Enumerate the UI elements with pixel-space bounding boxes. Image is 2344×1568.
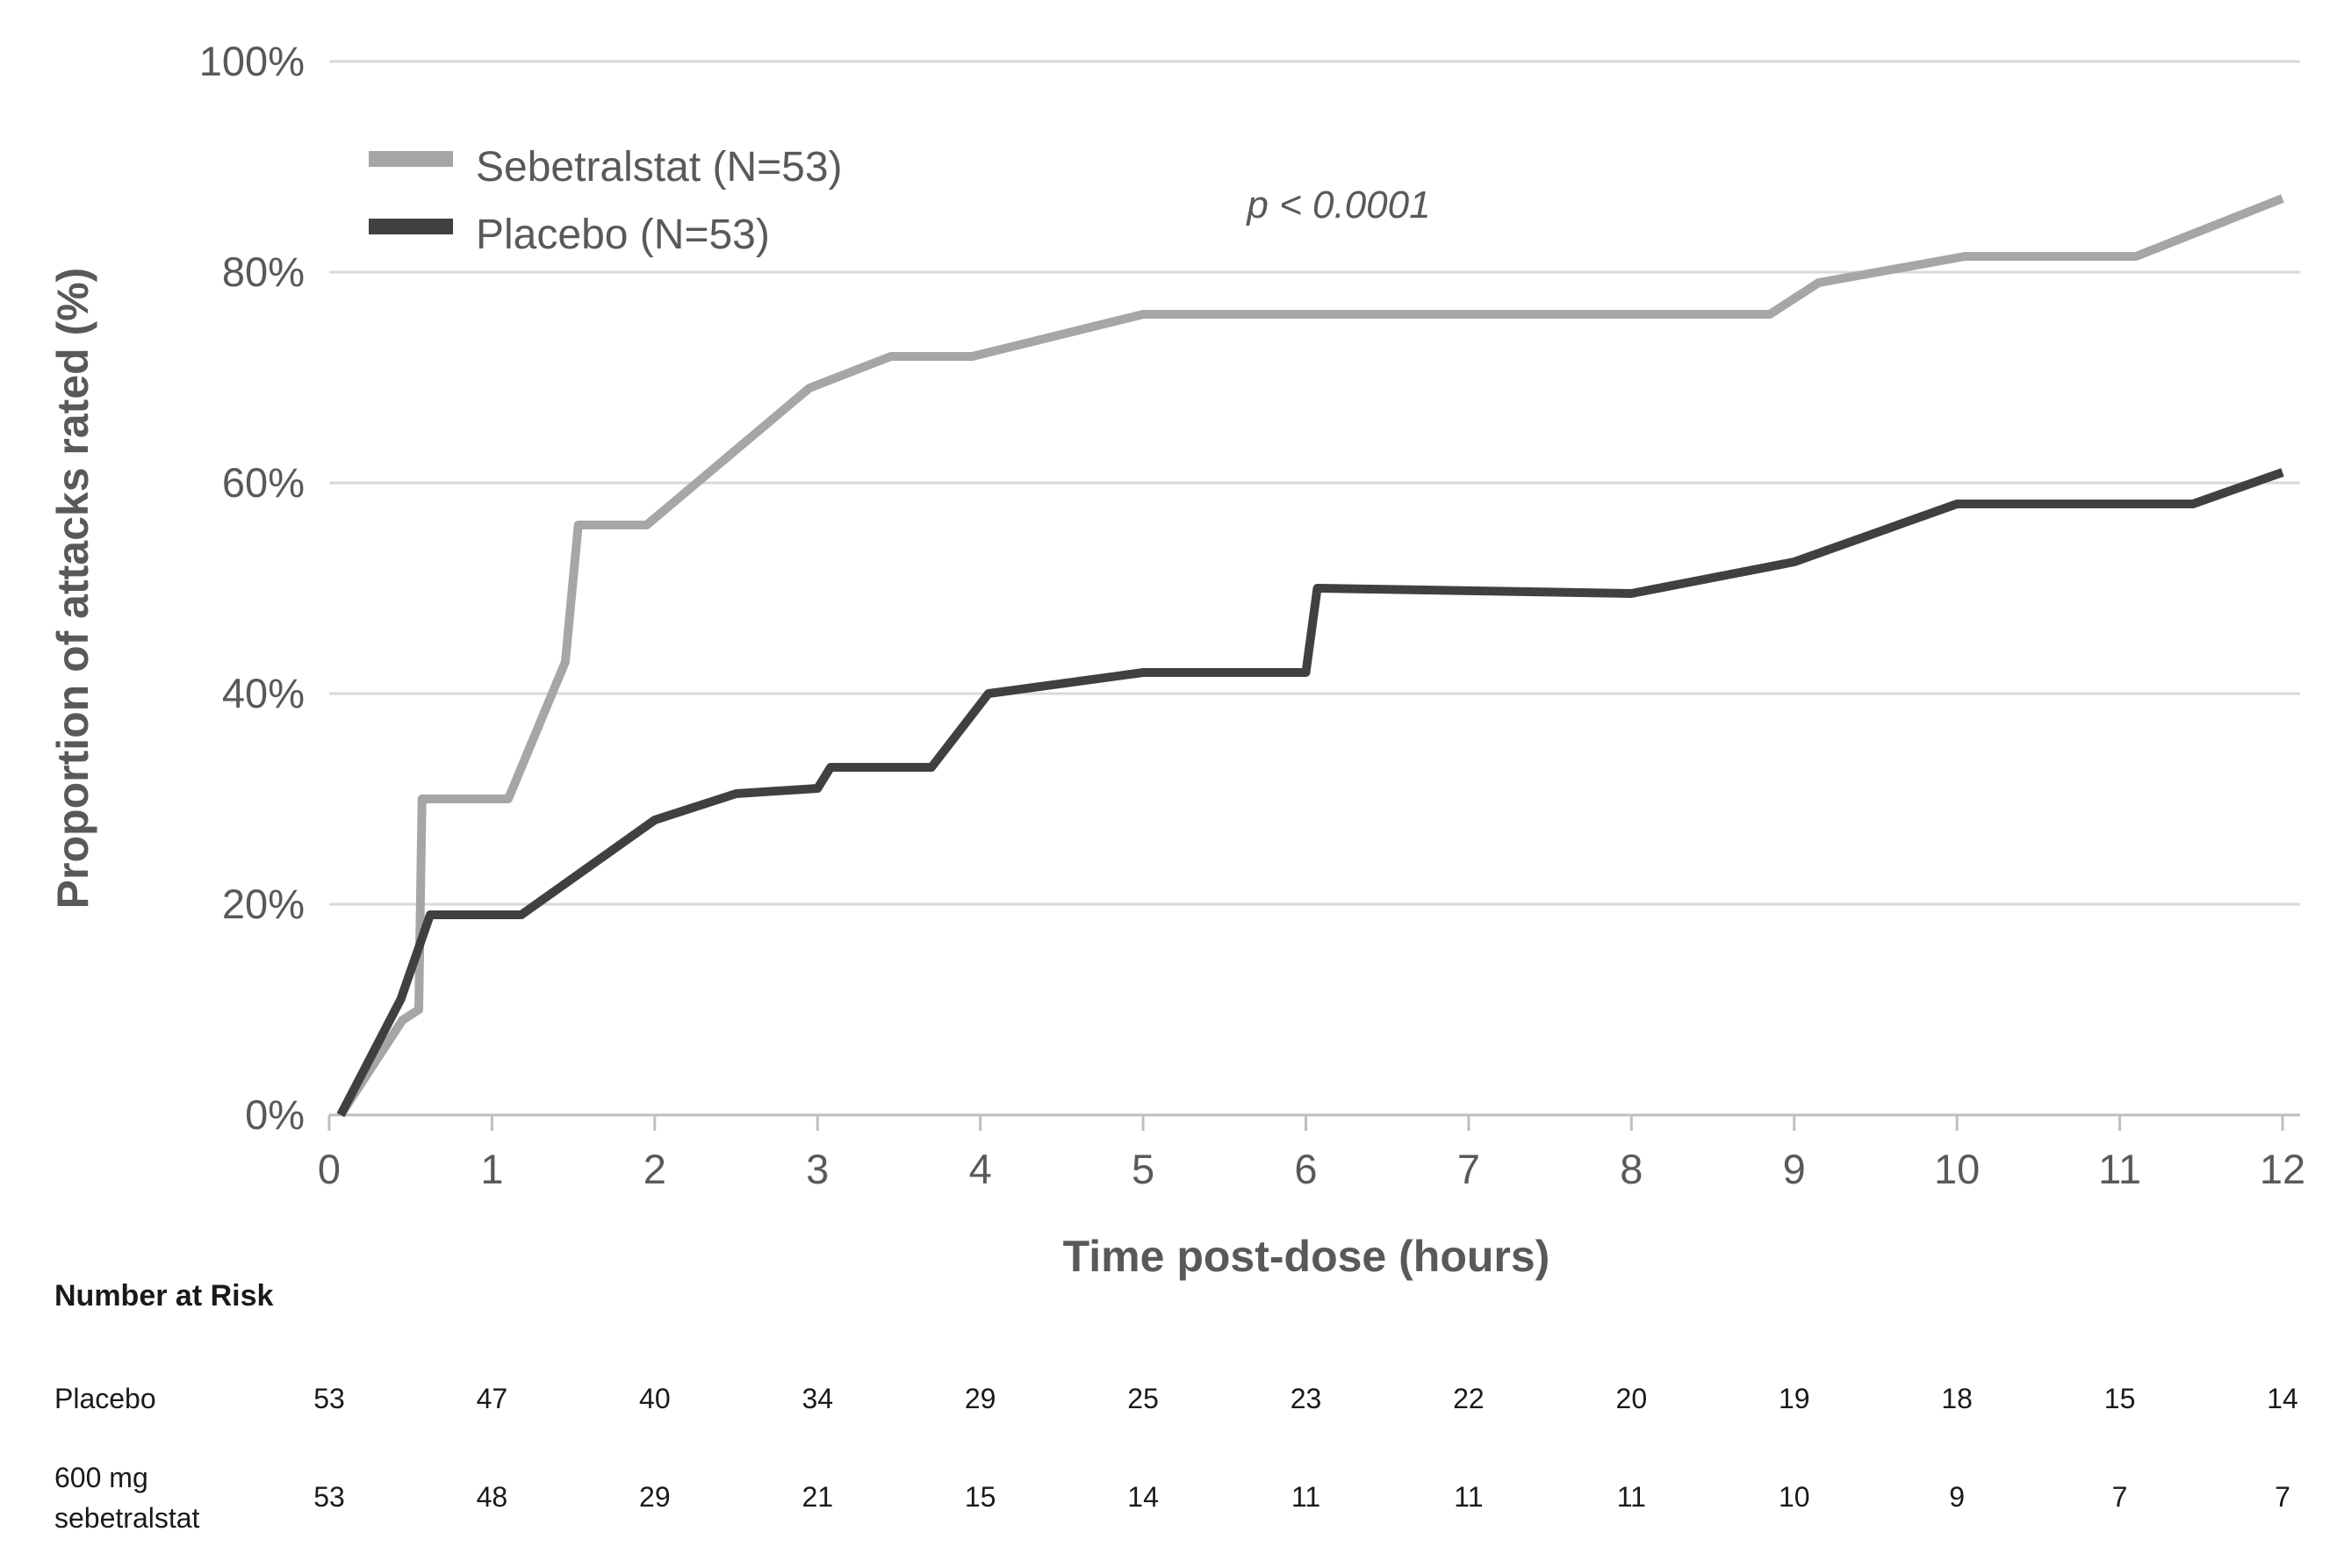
legend-swatch-sebetralstat <box>369 151 453 167</box>
nar-value: 14 <box>1127 1481 1159 1513</box>
series-line-sebetralstat <box>336 194 2284 1118</box>
nar-value: 22 <box>1453 1383 1485 1414</box>
legend-label-sebetralstat: Sebetralstat (N=53) <box>476 144 843 191</box>
number-at-risk-header: Number at Risk <box>54 1279 273 1313</box>
nar-row-label-placebo: Placebo <box>54 1383 156 1414</box>
nar-value: 47 <box>477 1383 508 1414</box>
x-tick-label-6: 6 <box>1294 1146 1317 1192</box>
nar-value: 53 <box>313 1481 345 1513</box>
nar-value: 15 <box>965 1481 996 1513</box>
nar-value: 7 <box>2112 1481 2128 1513</box>
nar-value: 40 <box>639 1383 671 1414</box>
x-tick-label-5: 5 <box>1132 1146 1154 1192</box>
x-tick-label-10: 10 <box>1934 1146 1980 1192</box>
nar-value: 20 <box>1616 1383 1648 1414</box>
x-tick-label-3: 3 <box>806 1146 829 1192</box>
nar-value: 34 <box>802 1383 833 1414</box>
y-tick-label-60: 60% <box>222 459 305 506</box>
x-tick-label-9: 9 <box>1783 1146 1806 1192</box>
p-value-annotation: p < 0.0001 <box>1245 183 1430 227</box>
nar-row-label-sebetralstat: 600 mg <box>54 1462 148 1493</box>
legend-label-placebo: Placebo (N=53) <box>476 212 770 258</box>
nar-value: 9 <box>1949 1481 1965 1513</box>
y-tick-label-0: 0% <box>245 1091 305 1138</box>
series-line-placebo <box>336 468 2284 1118</box>
gridlines <box>329 60 2300 906</box>
x-tick-label-1: 1 <box>480 1146 503 1192</box>
x-tick-label-0: 0 <box>318 1146 341 1192</box>
nar-value: 21 <box>802 1481 833 1513</box>
curves <box>336 194 2284 1118</box>
x-tick-label-11: 11 <box>2098 1146 2141 1192</box>
y-tick-labels: 0% 20% 40% 60% 80% 100% <box>199 38 305 1138</box>
nar-value: 48 <box>477 1481 508 1513</box>
y-tick-label-100: 100% <box>199 38 305 84</box>
x-tick-label-2: 2 <box>644 1146 666 1192</box>
x-tick-label-8: 8 <box>1620 1146 1643 1192</box>
nar-value: 14 <box>2267 1383 2298 1414</box>
x-axis-title: Time post-dose (hours) <box>1063 1232 1550 1281</box>
nar-value: 29 <box>965 1383 996 1414</box>
y-tick-label-80: 80% <box>222 248 305 295</box>
nar-row-label-sebetralstat: sebetralstat <box>54 1502 200 1534</box>
y-tick-label-20: 20% <box>222 881 305 927</box>
legend-swatch-placebo <box>369 219 453 234</box>
nar-value: 7 <box>2275 1481 2290 1513</box>
nar-value: 25 <box>1127 1383 1159 1414</box>
nar-value: 23 <box>1291 1383 1322 1414</box>
x-tick-labels: 0 1 2 3 4 5 6 7 8 9 10 11 12 <box>318 1146 2305 1192</box>
x-tick-label-4: 4 <box>969 1146 992 1192</box>
axes <box>327 1113 2300 1131</box>
nar-value: 11 <box>1454 1481 1483 1513</box>
y-axis-title: Proportion of attacks rated (%) <box>48 268 97 910</box>
y-tick-label-40: 40% <box>222 670 305 716</box>
nar-value: 29 <box>639 1481 671 1513</box>
nar-value: 53 <box>313 1383 345 1414</box>
nar-value: 11 <box>1291 1481 1320 1513</box>
number-at-risk-table: Placebo 53 47 40 34 29 25 23 22 20 19 18 15 14 600 mg s… <box>54 1383 2298 1534</box>
legend: Sebetralstat (N=53) Placebo (N=53) <box>369 144 843 258</box>
nar-value: 11 <box>1617 1481 1646 1513</box>
nar-value: 10 <box>1779 1481 1810 1513</box>
x-tick-label-7: 7 <box>1457 1146 1480 1192</box>
nar-value: 18 <box>1941 1383 1973 1414</box>
x-tick-label-12: 12 <box>2260 1146 2305 1192</box>
nar-value: 15 <box>2104 1383 2136 1414</box>
nar-value: 19 <box>1779 1383 1810 1414</box>
